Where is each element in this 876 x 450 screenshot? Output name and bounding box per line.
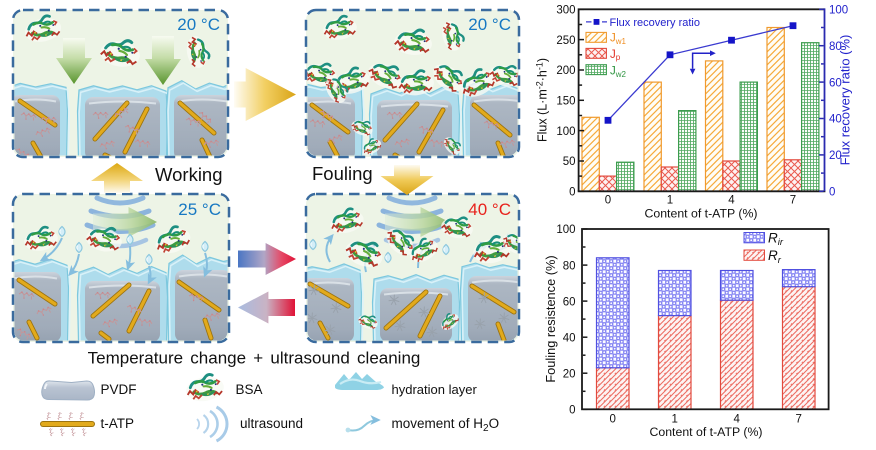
svg-text:40 °C: 40 °C xyxy=(468,200,511,219)
svg-text:7: 7 xyxy=(795,414,801,426)
svg-text:25 °C: 25 °C xyxy=(178,200,221,219)
svg-text:Fouling: Fouling xyxy=(312,163,373,184)
svg-text:ultrasound: ultrasound xyxy=(240,416,303,431)
svg-text:4: 4 xyxy=(728,195,735,207)
svg-text:Content of t-ATP (%): Content of t-ATP (%) xyxy=(650,425,763,439)
svg-text:0: 0 xyxy=(605,195,611,207)
svg-text:Rr: Rr xyxy=(768,248,782,266)
svg-text:0: 0 xyxy=(609,414,615,426)
svg-text:Fouling resistence (%): Fouling resistence (%) xyxy=(543,255,558,382)
svg-text:0: 0 xyxy=(829,187,835,199)
svg-text:Content of t-ATP (%): Content of t-ATP (%) xyxy=(645,207,758,221)
svg-text:Flux recovery ratio (%): Flux recovery ratio (%) xyxy=(838,35,853,166)
svg-text:0: 0 xyxy=(569,405,575,417)
svg-text:t-ATP: t-ATP xyxy=(101,416,135,431)
svg-text:PVDF: PVDF xyxy=(101,382,137,397)
svg-text:movement of H2O: movement of H2O xyxy=(392,416,500,434)
svg-text:100: 100 xyxy=(556,126,575,138)
svg-text:Jw1: Jw1 xyxy=(610,33,627,46)
svg-text:80: 80 xyxy=(563,260,576,272)
svg-text:Jw2: Jw2 xyxy=(610,66,627,79)
svg-text:250: 250 xyxy=(556,35,575,47)
svg-text:Flux (L·m-2·h-1): Flux (L·m-2·h-1) xyxy=(535,58,550,142)
svg-text:60: 60 xyxy=(563,296,576,308)
svg-text:50: 50 xyxy=(563,156,576,168)
svg-text:40: 40 xyxy=(563,332,576,344)
svg-text:300: 300 xyxy=(556,5,575,17)
svg-text:40: 40 xyxy=(829,114,842,126)
svg-text:60: 60 xyxy=(829,77,842,89)
svg-text:20: 20 xyxy=(563,368,576,380)
svg-text:20: 20 xyxy=(829,150,842,162)
svg-text:20 °C: 20 °C xyxy=(468,15,511,34)
svg-text:1: 1 xyxy=(671,414,677,426)
svg-text:80: 80 xyxy=(829,41,842,53)
svg-text:7: 7 xyxy=(790,195,796,207)
svg-text:4: 4 xyxy=(733,414,740,426)
svg-text:100: 100 xyxy=(829,5,848,17)
svg-text:20 °C: 20 °C xyxy=(177,15,220,34)
svg-text:BSA: BSA xyxy=(236,382,263,397)
svg-text:Working: Working xyxy=(155,164,223,185)
svg-text:150: 150 xyxy=(556,96,575,108)
svg-text:0: 0 xyxy=(569,187,575,199)
svg-text:Flux recovery ratio: Flux recovery ratio xyxy=(610,17,700,29)
svg-text:Jp: Jp xyxy=(610,49,621,62)
svg-text:100: 100 xyxy=(556,224,575,236)
svg-text:1: 1 xyxy=(667,195,673,207)
svg-text:200: 200 xyxy=(556,65,575,77)
svg-text:hydration layer: hydration layer xyxy=(392,382,478,397)
svg-text:Rir: Rir xyxy=(768,230,784,248)
svg-text:Temperature change + ultrasoun: Temperature change + ultrasound cleaning xyxy=(88,349,421,368)
